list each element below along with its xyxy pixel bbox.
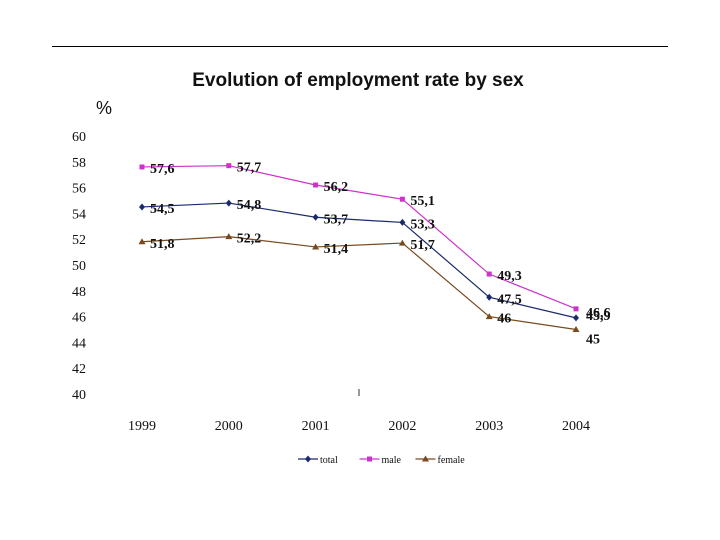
legend-label-total: total xyxy=(320,455,338,466)
data-label-male: 49,3 xyxy=(497,269,522,284)
series-line-male xyxy=(141,165,577,310)
data-point-male xyxy=(226,163,232,169)
data-point-total xyxy=(139,203,145,211)
y-tick-label: 54 xyxy=(72,207,86,222)
data-label-male: 56,2 xyxy=(324,180,349,195)
data-point-total xyxy=(399,218,406,226)
data-point-male xyxy=(139,164,145,170)
chart-title: Evolution of employment rate by sex xyxy=(192,70,524,91)
data-label-male: 55,1 xyxy=(410,194,435,209)
data-label-female: 51,4 xyxy=(324,242,349,257)
x-tick-label: 2001 xyxy=(302,419,330,434)
y-tick-label: 46 xyxy=(72,311,86,326)
data-label-female: 51,7 xyxy=(410,238,435,253)
data-point-total xyxy=(486,293,493,301)
y-tick-label: 40 xyxy=(72,388,86,403)
data-point-female xyxy=(572,326,580,332)
data-point-total xyxy=(573,314,579,322)
legend-marker-female xyxy=(422,455,429,462)
y-tick-label: 42 xyxy=(72,362,86,377)
data-label-total: 53,7 xyxy=(324,212,349,227)
y-tick-label: 60 xyxy=(72,130,86,145)
data-label-male: 57,7 xyxy=(237,161,261,176)
legend-marker-total xyxy=(305,455,311,463)
x-tick-label: 2003 xyxy=(475,419,503,434)
data-label-total: 53,3 xyxy=(410,217,435,232)
data-point-female xyxy=(225,233,233,240)
data-label-female: 45 xyxy=(586,333,600,348)
data-point-female xyxy=(312,243,320,250)
y-tick-label: 48 xyxy=(72,285,86,300)
data-point-female xyxy=(138,238,146,245)
y-tick-label: 50 xyxy=(72,259,86,274)
series-line-total xyxy=(141,202,577,319)
data-point-male xyxy=(399,196,405,202)
y-tick-label: 52 xyxy=(72,233,86,248)
y-tick-label: 44 xyxy=(72,336,86,351)
x-tick-label: 1999 xyxy=(128,419,156,434)
data-point-male xyxy=(486,271,492,277)
data-point-male xyxy=(313,182,319,188)
data-label-total: 47,5 xyxy=(497,292,522,307)
data-point-female xyxy=(485,313,493,320)
data-label-male: 46,6 xyxy=(586,306,611,321)
x-tick-label: 2000 xyxy=(215,419,243,434)
y-axis-label: % xyxy=(96,98,112,118)
y-tick-label: 58 xyxy=(72,156,86,171)
data-label-total: 54,5 xyxy=(150,202,175,217)
x-tick-label: 2004 xyxy=(562,419,590,434)
data-label-total: 45,9 xyxy=(586,309,611,324)
legend-label-male: male xyxy=(382,455,402,466)
legend: total male female xyxy=(298,455,465,466)
data-label-total: 54,8 xyxy=(237,198,261,213)
y-tick-label: 56 xyxy=(72,182,86,197)
data-label-female: 46 xyxy=(497,312,511,327)
data-label-female: 52,2 xyxy=(237,232,261,247)
x-tick-label: 2002 xyxy=(388,419,416,434)
series-line-female xyxy=(141,236,577,331)
data-point-female xyxy=(398,239,406,246)
legend-label-female: female xyxy=(438,455,466,466)
legend-marker-male xyxy=(367,456,372,462)
data-label-female: 51,8 xyxy=(150,237,175,252)
data-point-total xyxy=(312,213,319,221)
data-point-male xyxy=(573,306,579,312)
top-divider xyxy=(52,46,668,47)
data-label-male: 57,6 xyxy=(150,162,175,177)
data-point-total xyxy=(225,199,232,207)
